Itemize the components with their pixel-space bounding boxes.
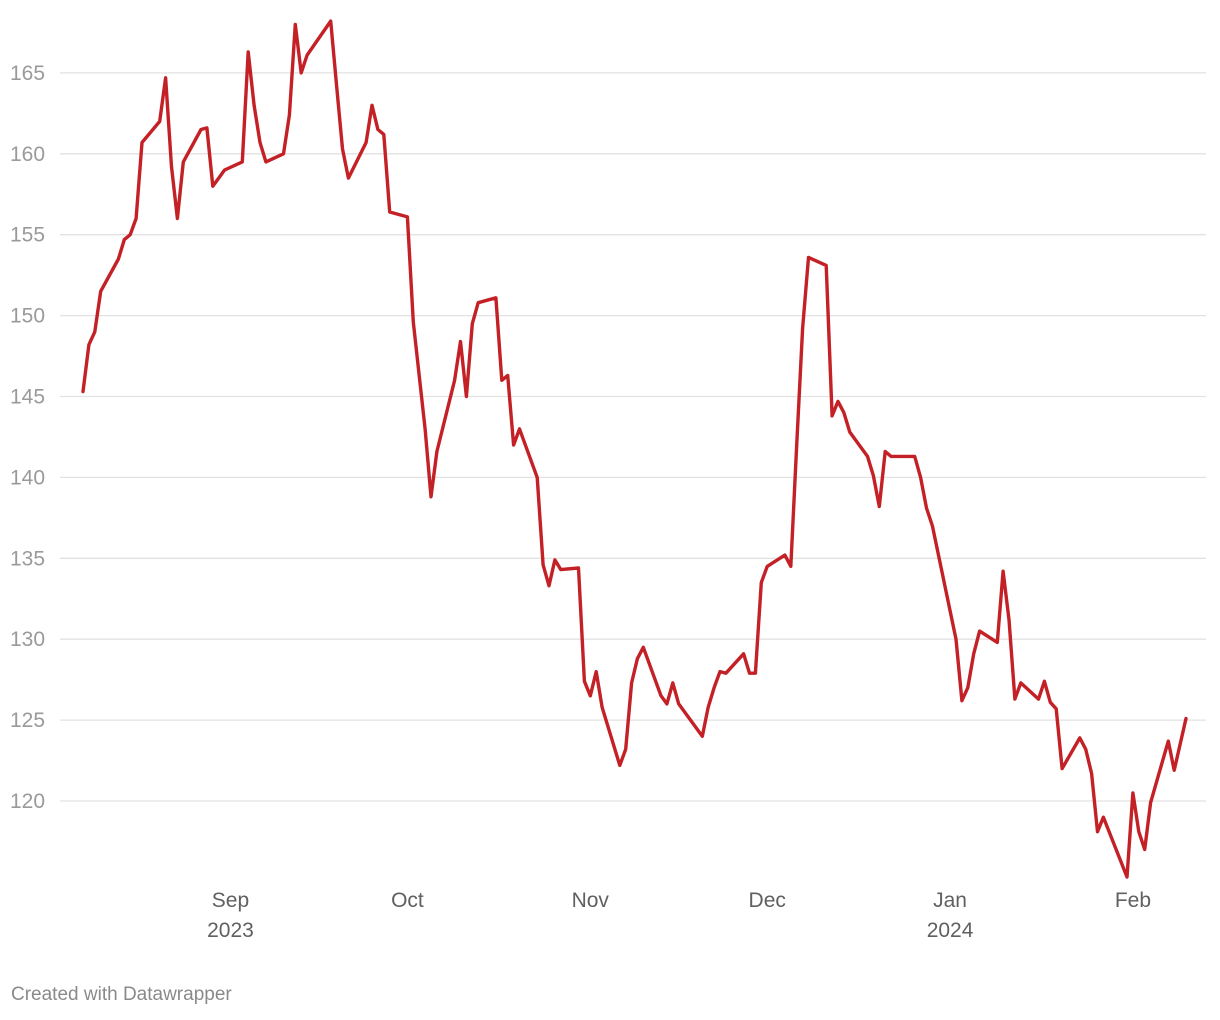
- y-tick-label: 120: [10, 790, 45, 813]
- line-chart: 120 125 130 135 140 145 150 155 160 165 Sep 2023 Oc…: [10, 19, 1206, 942]
- datawrapper-credit: Created with Datawrapper: [11, 984, 232, 1005]
- x-tick-label: Oct: [391, 889, 424, 912]
- y-tick-label: 155: [10, 224, 45, 247]
- x-tick-year-label: 2023: [207, 919, 254, 942]
- y-tick-label: 160: [10, 143, 45, 166]
- y-axis-ticks: 120 125 130 135 140 145 150 155 160 165: [10, 62, 45, 813]
- x-tick-label: Sep: [212, 889, 249, 912]
- x-tick-label: Dec: [749, 889, 786, 912]
- y-tick-label: 150: [10, 305, 45, 328]
- gridlines: [60, 72, 1206, 802]
- x-tick-label: Feb: [1115, 889, 1151, 912]
- price-line: [81, 19, 1188, 879]
- y-tick-label: 165: [10, 62, 45, 85]
- y-tick-label: 130: [10, 628, 45, 651]
- y-tick-label: 145: [10, 386, 45, 409]
- x-tick-label: Nov: [572, 889, 610, 912]
- y-tick-label: 140: [10, 466, 45, 489]
- x-axis-ticks: Sep 2023 Oct Nov Dec Jan 2024 Feb: [207, 889, 1151, 942]
- y-tick-label: 135: [10, 547, 45, 570]
- y-tick-label: 125: [10, 709, 45, 732]
- x-tick-label: Jan: [933, 889, 967, 912]
- x-tick-year-label: 2024: [927, 919, 974, 942]
